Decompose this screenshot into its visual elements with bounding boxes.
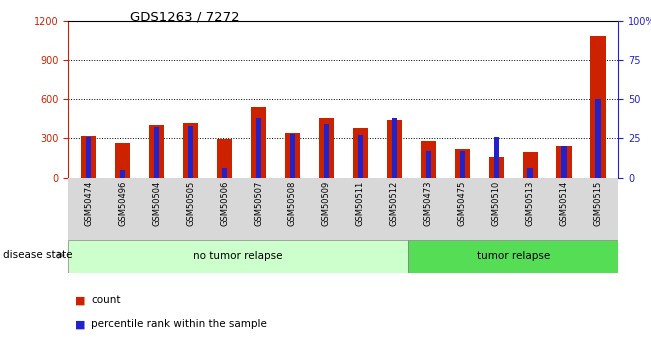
Text: count: count bbox=[91, 295, 120, 305]
Text: GSM50496: GSM50496 bbox=[118, 181, 127, 226]
Bar bbox=[285, 133, 300, 178]
Bar bbox=[188, 126, 193, 178]
Text: disease state: disease state bbox=[3, 250, 73, 260]
Bar bbox=[120, 170, 126, 178]
Bar bbox=[217, 139, 232, 178]
Text: ■: ■ bbox=[75, 295, 85, 305]
Text: tumor relapse: tumor relapse bbox=[477, 251, 550, 261]
Text: GSM50474: GSM50474 bbox=[84, 181, 93, 226]
Text: GSM50515: GSM50515 bbox=[594, 181, 603, 226]
Bar bbox=[596, 99, 601, 178]
Bar bbox=[421, 141, 436, 178]
Text: GSM50504: GSM50504 bbox=[152, 181, 161, 226]
Text: percentile rank within the sample: percentile rank within the sample bbox=[91, 319, 267, 329]
Bar bbox=[523, 152, 538, 178]
Bar bbox=[392, 118, 397, 178]
Bar bbox=[426, 151, 431, 178]
Text: ■: ■ bbox=[75, 319, 85, 329]
Bar bbox=[353, 128, 368, 178]
Text: GSM50512: GSM50512 bbox=[390, 181, 399, 226]
Text: GSM50507: GSM50507 bbox=[254, 181, 263, 226]
Text: GSM50510: GSM50510 bbox=[492, 181, 501, 226]
Text: GSM50514: GSM50514 bbox=[560, 181, 568, 226]
Bar bbox=[454, 149, 470, 178]
Bar bbox=[81, 136, 96, 178]
Text: GSM50508: GSM50508 bbox=[288, 181, 297, 226]
Bar bbox=[68, 240, 408, 273]
Bar bbox=[324, 124, 329, 178]
Bar bbox=[408, 240, 618, 273]
Bar bbox=[387, 120, 402, 178]
Bar bbox=[493, 137, 499, 178]
Text: no tumor relapse: no tumor relapse bbox=[193, 251, 283, 261]
Text: GSM50511: GSM50511 bbox=[356, 181, 365, 226]
Text: GSM50475: GSM50475 bbox=[458, 181, 467, 226]
Text: GSM50473: GSM50473 bbox=[424, 181, 433, 226]
Text: GDS1263 / 7272: GDS1263 / 7272 bbox=[130, 10, 240, 23]
Bar bbox=[256, 118, 261, 178]
Bar bbox=[319, 118, 334, 178]
Bar bbox=[488, 157, 504, 178]
Bar bbox=[115, 143, 130, 178]
Bar bbox=[251, 107, 266, 178]
Text: GSM50513: GSM50513 bbox=[525, 181, 534, 226]
Bar bbox=[149, 125, 164, 178]
Text: GSM50509: GSM50509 bbox=[322, 181, 331, 226]
Bar bbox=[222, 168, 227, 178]
Bar bbox=[460, 151, 465, 178]
Bar bbox=[561, 146, 567, 178]
Bar bbox=[290, 134, 295, 178]
Bar bbox=[357, 135, 363, 178]
Bar bbox=[154, 127, 159, 178]
Bar bbox=[590, 37, 605, 178]
Text: GSM50505: GSM50505 bbox=[186, 181, 195, 226]
Text: GSM50506: GSM50506 bbox=[220, 181, 229, 226]
Bar bbox=[527, 168, 533, 178]
Bar bbox=[557, 146, 572, 178]
Bar bbox=[86, 137, 91, 178]
Bar bbox=[183, 123, 199, 178]
